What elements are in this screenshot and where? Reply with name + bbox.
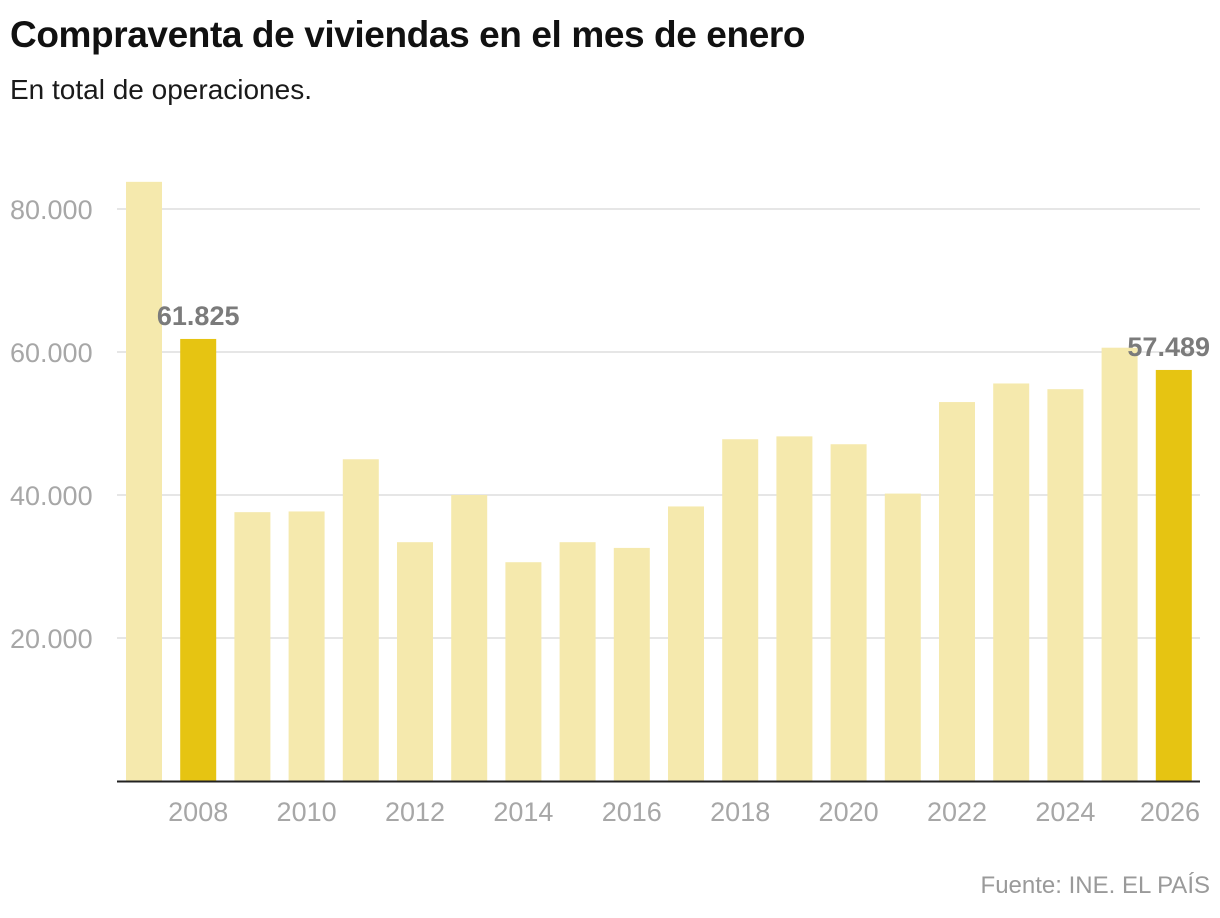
x-tick-label: 2020 — [819, 797, 879, 827]
bars — [126, 181, 1192, 781]
x-axis-ticks: 2008 2010 2012 2014 2016 2018 2020 2022 2024 2026 — [168, 797, 1200, 827]
bar-2019 — [776, 436, 813, 781]
x-tick-label: 2012 — [385, 797, 445, 827]
bar-2007 — [126, 181, 162, 781]
source-credit: Fuente: INE. EL PAÍS — [980, 872, 1210, 899]
bar-2011 — [342, 459, 379, 781]
x-tick-label: 2018 — [710, 797, 770, 827]
bar-2008 — [180, 338, 217, 781]
x-tick-label: 2026 — [1140, 797, 1200, 827]
bar-2021 — [884, 493, 921, 781]
bar-2015 — [559, 542, 596, 781]
bar-2014 — [505, 562, 542, 781]
bar-2013 — [451, 495, 488, 781]
chart-subtitle: En total de operaciones. — [10, 74, 312, 105]
x-tick-label: 2024 — [1035, 797, 1095, 827]
bar-2016 — [613, 547, 650, 781]
y-tick-label: 20.000 — [10, 624, 93, 654]
bar-2018 — [722, 439, 759, 781]
chart-title: Compraventa de viviendas en el mes de en… — [10, 14, 806, 55]
x-tick-label: 2014 — [493, 797, 553, 827]
bar-2025 — [1101, 347, 1138, 781]
gridlines — [117, 208, 1200, 639]
x-tick-label: 2022 — [927, 797, 987, 827]
y-tick-label: 80.000 — [10, 195, 93, 225]
data-label-2008: 61.825 — [157, 301, 240, 331]
bar-2017 — [668, 506, 704, 781]
bar-2012 — [397, 542, 433, 781]
x-tick-label: 2008 — [168, 797, 228, 827]
y-axis-ticks: 20.000 40.000 60.000 80.000 — [10, 195, 93, 654]
y-tick-label: 60.000 — [10, 338, 93, 368]
y-tick-label: 40.000 — [10, 481, 93, 511]
data-labels: 61.825 57.489 — [157, 301, 1210, 362]
data-label-2026: 57.489 — [1127, 332, 1210, 362]
bar-2020 — [830, 444, 867, 781]
bar-2022 — [939, 402, 975, 781]
bar-chart: 20.000 40.000 60.000 80.000 2008 2010 2012 201… — [10, 181, 1210, 827]
x-tick-label: 2010 — [277, 797, 337, 827]
bar-2023 — [993, 383, 1030, 781]
x-tick-label: 2016 — [602, 797, 662, 827]
bar-2009 — [234, 512, 271, 781]
bar-2010 — [288, 511, 325, 781]
bar-2026 — [1155, 369, 1192, 781]
bar-2024 — [1047, 389, 1084, 781]
